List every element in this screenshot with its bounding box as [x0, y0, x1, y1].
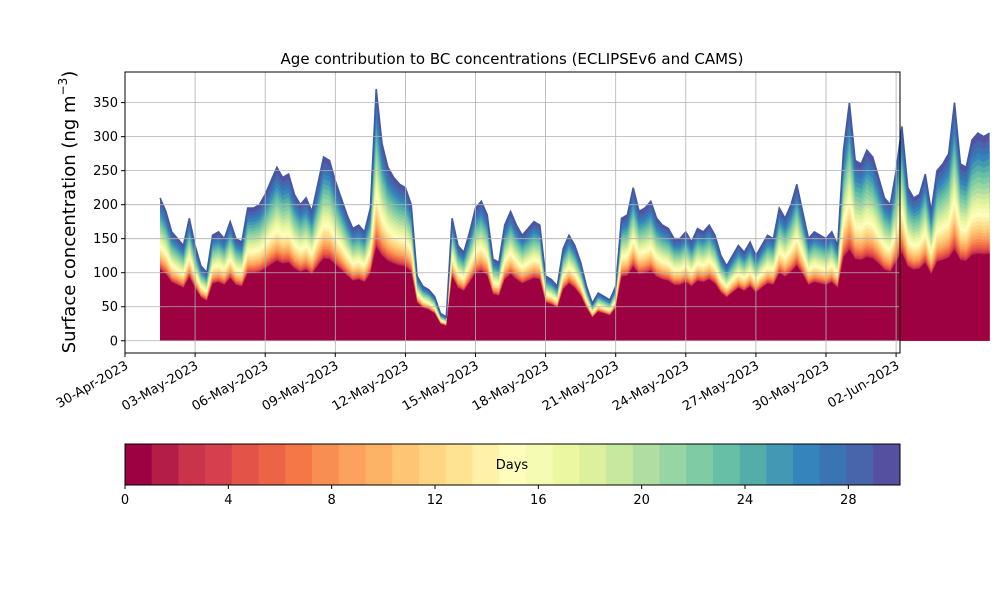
chart-title: Age contribution to BC concentrations (E…	[281, 50, 744, 68]
colorbar-swatch	[579, 444, 607, 485]
stacked-areas	[159, 88, 990, 341]
y-tick-label: 350	[93, 96, 118, 111]
y-tick-label: 50	[101, 300, 118, 315]
colorbar-swatch	[178, 444, 206, 485]
grid-lines	[124, 72, 900, 353]
colorbar-swatch	[392, 444, 420, 485]
y-tick-label: 300	[93, 130, 118, 145]
colorbar-swatch	[739, 444, 767, 485]
colorbar-swatch	[231, 444, 260, 485]
y-axis-ticks: 0 50 100 150 200 250 300 350	[93, 96, 125, 349]
colorbar-tick-label: 8	[328, 493, 336, 508]
colorbar-swatch	[686, 444, 714, 485]
plot-frame	[124, 71, 901, 354]
colorbar-swatch	[151, 444, 179, 485]
x-tick-label: 21-May-2023	[540, 358, 622, 414]
x-tick-label: 15-May-2023	[400, 358, 482, 414]
colorbar-swatch	[525, 444, 553, 485]
colorbar-swatch	[285, 444, 313, 485]
y-tick-label: 200	[93, 198, 118, 213]
colorbar-tick-label: 12	[427, 493, 444, 508]
x-tick-label: 30-Apr-2023	[54, 358, 131, 411]
age-layer-0	[160, 246, 990, 341]
x-tick-label: 18-May-2023	[470, 358, 552, 414]
colorbar-swatch	[499, 444, 527, 485]
colorbar-swatch	[472, 444, 500, 485]
colorbar-tick-label: 4	[224, 493, 232, 508]
colorbar-tick-label: 28	[840, 493, 857, 508]
x-tick-label: 12-May-2023	[330, 358, 412, 414]
colorbar-label: Days	[496, 458, 529, 473]
colorbar-frame	[124, 443, 901, 486]
colorbar-swatch	[819, 444, 847, 485]
colorbar-swatch	[659, 444, 687, 485]
y-tick-label: 150	[93, 232, 118, 247]
colorbar-swatch	[873, 444, 901, 485]
x-tick-label: 03-May-2023	[119, 358, 201, 414]
colorbar-swatch	[365, 444, 393, 485]
x-tick-label: 30-May-2023	[750, 358, 832, 414]
x-tick-label: 24-May-2023	[610, 358, 692, 414]
colorbar-tick-label: 20	[633, 493, 650, 508]
y-axis-label-superscript: −3	[56, 78, 70, 96]
colorbar-swatch	[445, 444, 473, 485]
colorbar-swatch	[552, 444, 580, 485]
total-outline	[159, 88, 990, 319]
colorbar-swatch	[125, 444, 153, 485]
y-axis-label: Surface concentration (ng m−3)	[56, 71, 80, 354]
x-tick-label: 27-May-2023	[680, 358, 762, 414]
colorbar-swatch	[632, 444, 660, 485]
colorbar-swatch	[712, 444, 741, 485]
colorbar-swatch	[258, 444, 286, 485]
colorbar-swatch	[418, 444, 447, 485]
y-tick-label: 100	[93, 266, 118, 281]
colorbar-swatch	[606, 444, 634, 485]
x-axis-ticks: 30-Apr-202303-May-202306-May-202309-May-…	[54, 353, 902, 414]
colorbar: 0 4 8 12 16 20 24 28	[121, 443, 901, 508]
colorbar-swatch	[338, 444, 366, 485]
colorbar-swatch	[766, 444, 794, 485]
colorbar-swatch	[846, 444, 874, 485]
colorbar-tick-label: 16	[530, 493, 547, 508]
x-tick-label: 06-May-2023	[190, 358, 272, 414]
x-tick-label: 02-Jun-2023	[825, 358, 902, 411]
colorbar-swatch	[793, 444, 821, 485]
colorbar-tick-label: 0	[121, 493, 129, 508]
y-tick-label: 250	[93, 164, 118, 179]
colorbar-swatch	[312, 444, 340, 485]
x-tick-label: 09-May-2023	[260, 358, 342, 414]
colorbar-swatch	[205, 444, 233, 485]
colorbar-tick-label: 24	[737, 493, 754, 508]
y-tick-label: 0	[110, 334, 118, 349]
